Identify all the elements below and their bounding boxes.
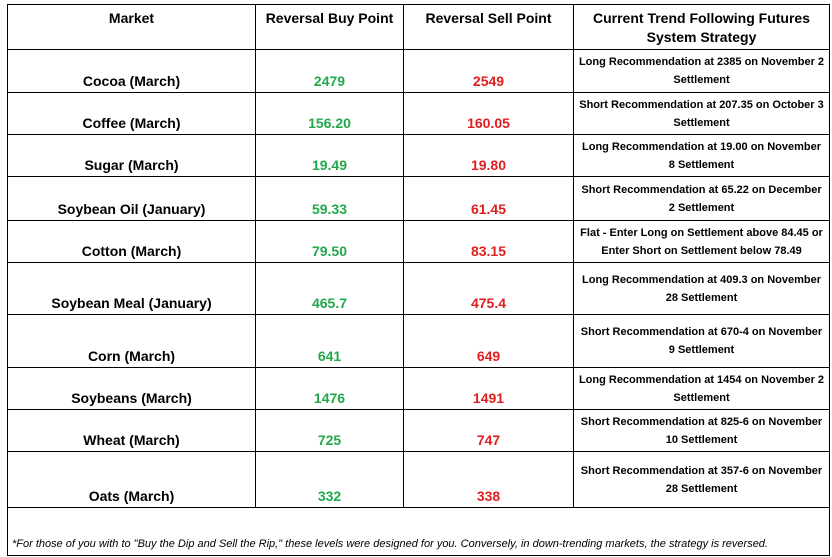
market-cell: Coffee (March) (7, 92, 256, 135)
sell-point-cell: 19.80 (403, 134, 574, 177)
buy-point-cell: 59.33 (255, 176, 404, 221)
table-row: Soybeans (March) 1476 1491 Long Recommen… (7, 367, 830, 410)
strategy-cell: Short Recommendation at 207.35 on Octobe… (573, 92, 830, 135)
header-row: Market Reversal Buy Point Reversal Sell … (7, 4, 830, 50)
header-reversal-sell: Reversal Sell Point (403, 4, 574, 50)
sell-point-cell: 338 (403, 451, 574, 508)
footnote: *For those of you with to "Buy the Dip a… (7, 507, 830, 556)
sell-point-cell: 83.15 (403, 220, 574, 263)
futures-table-container: Market Reversal Buy Point Reversal Sell … (7, 4, 830, 556)
market-cell: Cocoa (March) (7, 49, 256, 93)
sell-point-cell: 475.4 (403, 262, 574, 315)
strategy-cell: Long Recommendation at 19.00 on November… (573, 134, 830, 177)
strategy-cell: Short Recommendation at 825-6 on Novembe… (573, 409, 830, 452)
footnote-row: *For those of you with to "Buy the Dip a… (7, 507, 830, 556)
strategy-cell: Long Recommendation at 1454 on November … (573, 367, 830, 410)
table-row: Corn (March) 641 649 Short Recommendatio… (7, 314, 830, 368)
table-row: Soybean Meal (January) 465.7 475.4 Long … (7, 262, 830, 315)
sell-point-cell: 1491 (403, 367, 574, 410)
buy-point-cell: 465.7 (255, 262, 404, 315)
sell-point-cell: 747 (403, 409, 574, 452)
table-row: Coffee (March) 156.20 160.05 Short Recom… (7, 92, 830, 135)
sell-point-cell: 649 (403, 314, 574, 368)
table-row: Cotton (March) 79.50 83.15 Flat - Enter … (7, 220, 830, 263)
market-cell: Soybean Oil (January) (7, 176, 256, 221)
market-cell: Sugar (March) (7, 134, 256, 177)
table-row: Soybean Oil (January) 59.33 61.45 Short … (7, 176, 830, 221)
sell-point-cell: 160.05 (403, 92, 574, 135)
buy-point-cell: 725 (255, 409, 404, 452)
strategy-cell: Flat - Enter Long on Settlement above 84… (573, 220, 830, 263)
strategy-cell: Short Recommendation at 670-4 on Novembe… (573, 314, 830, 368)
strategy-cell: Short Recommendation at 65.22 on Decembe… (573, 176, 830, 221)
header-reversal-buy: Reversal Buy Point (255, 4, 404, 50)
buy-point-cell: 19.49 (255, 134, 404, 177)
market-cell: Wheat (March) (7, 409, 256, 452)
sell-point-cell: 61.45 (403, 176, 574, 221)
market-cell: Soybeans (March) (7, 367, 256, 410)
table-row: Sugar (March) 19.49 19.80 Long Recommend… (7, 134, 830, 177)
strategy-cell: Long Recommendation at 2385 on November … (573, 49, 830, 93)
strategy-cell: Short Recommendation at 357-6 on Novembe… (573, 451, 830, 508)
header-strategy: Current Trend Following Futures System S… (573, 4, 830, 50)
sell-point-cell: 2549 (403, 49, 574, 93)
strategy-cell: Long Recommendation at 409.3 on November… (573, 262, 830, 315)
buy-point-cell: 79.50 (255, 220, 404, 263)
market-cell: Oats (March) (7, 451, 256, 508)
buy-point-cell: 332 (255, 451, 404, 508)
futures-reversal-table: Market Reversal Buy Point Reversal Sell … (7, 4, 830, 556)
buy-point-cell: 2479 (255, 49, 404, 93)
market-cell: Corn (March) (7, 314, 256, 368)
market-cell: Cotton (March) (7, 220, 256, 263)
buy-point-cell: 1476 (255, 367, 404, 410)
market-cell: Soybean Meal (January) (7, 262, 256, 315)
table-row: Wheat (March) 725 747 Short Recommendati… (7, 409, 830, 452)
buy-point-cell: 641 (255, 314, 404, 368)
table-row: Cocoa (March) 2479 2549 Long Recommendat… (7, 49, 830, 93)
header-market: Market (7, 4, 256, 50)
table-row: Oats (March) 332 338 Short Recommendatio… (7, 451, 830, 508)
buy-point-cell: 156.20 (255, 92, 404, 135)
